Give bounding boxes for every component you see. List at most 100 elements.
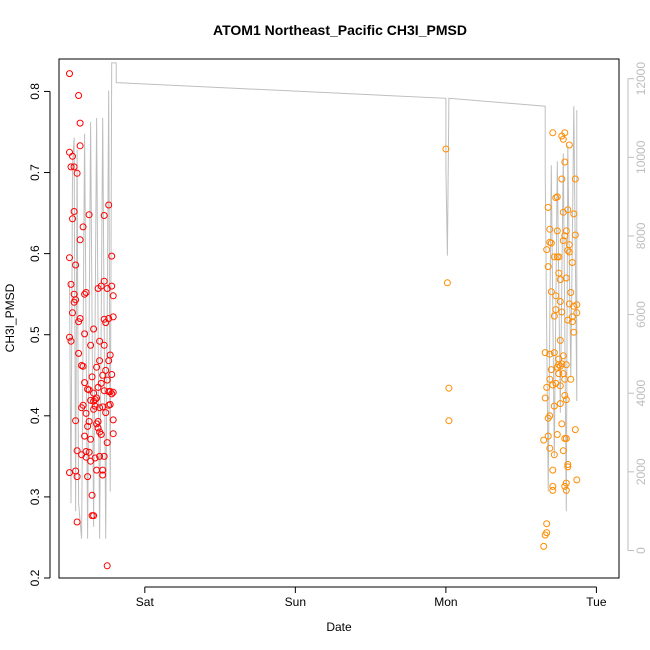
data-point-series1-96 xyxy=(103,376,111,384)
data-point-series1-48 xyxy=(85,386,93,394)
data-point-series2-31 xyxy=(550,253,558,261)
data-point-series1-79 xyxy=(97,282,105,290)
data-point-series1-54 xyxy=(87,457,95,465)
data-point-series1-20 xyxy=(73,447,81,455)
data-point-series2-91 xyxy=(567,375,575,383)
data-point-series2-6 xyxy=(541,349,549,357)
data-point-series2-23 xyxy=(547,239,555,247)
data-point-series1-28 xyxy=(76,236,84,244)
data-point-series1-55 xyxy=(88,373,96,381)
data-point-series2-4 xyxy=(540,436,548,444)
data-point-series2-80 xyxy=(562,486,570,494)
data-point-series2-16 xyxy=(544,432,552,440)
data-point-series1-34 xyxy=(79,362,87,370)
data-point-series2-33 xyxy=(550,349,558,357)
data-point-series2-28 xyxy=(549,466,557,474)
data-point-series1-112 xyxy=(109,313,117,321)
data-point-series1-97 xyxy=(103,439,111,447)
data-point-series2-99 xyxy=(571,231,579,239)
data-point-series1-45 xyxy=(84,422,92,430)
data-point-series1-7 xyxy=(67,337,75,345)
data-point-series2-57 xyxy=(558,175,566,183)
data-point-series2-66 xyxy=(559,447,567,455)
data-point-series1-24 xyxy=(75,318,83,326)
data-point-series1-58 xyxy=(90,325,98,333)
data-point-series1-25 xyxy=(75,349,83,357)
x-tick-label-1: Sun xyxy=(285,595,306,609)
data-point-series1-19 xyxy=(73,169,81,177)
data-point-series1-26 xyxy=(76,119,84,127)
altitude-line xyxy=(69,62,578,539)
data-point-series2-1 xyxy=(443,279,451,287)
data-point-series1-5 xyxy=(67,163,75,171)
data-point-series1-86 xyxy=(100,212,108,219)
data-point-series2-95 xyxy=(570,210,578,218)
data-point-series2-88 xyxy=(565,248,573,256)
data-point-series2-26 xyxy=(549,129,557,137)
data-point-series2-79 xyxy=(562,479,570,487)
data-point-series1-109 xyxy=(108,371,116,378)
x-tick-label-0: Sat xyxy=(136,595,155,609)
data-point-series2-75 xyxy=(562,274,570,282)
data-point-series2-10 xyxy=(543,383,551,391)
data-point-series2-29 xyxy=(549,482,557,490)
left-tick-label-1: 0.3 xyxy=(28,488,42,505)
data-point-series1-81 xyxy=(97,431,105,438)
data-point-series1-80 xyxy=(97,379,105,387)
data-point-series1-94 xyxy=(102,409,110,417)
x-tick-label-2: Mon xyxy=(434,595,457,609)
data-point-series2-69 xyxy=(561,232,569,240)
y-axis-label: CH3I_PMSD xyxy=(3,283,17,352)
data-point-series2-67 xyxy=(561,129,569,137)
right-tick-label-3: 6000 xyxy=(634,301,648,328)
data-point-series2-81 xyxy=(564,206,572,214)
points-layer xyxy=(66,70,581,570)
data-point-series2-3 xyxy=(445,417,453,425)
data-point-series1-64 xyxy=(91,402,99,410)
data-point-series2-92 xyxy=(568,259,576,266)
data-point-series2-55 xyxy=(556,400,564,408)
data-point-series1-38 xyxy=(81,379,89,387)
data-point-series2-102 xyxy=(573,309,581,317)
data-point-series1-36 xyxy=(81,290,89,298)
left-tick-label-5: 0.7 xyxy=(28,164,42,181)
data-point-series1-21 xyxy=(73,473,81,481)
data-point-series1-22 xyxy=(73,518,81,526)
data-point-series2-21 xyxy=(546,412,554,420)
data-point-series1-91 xyxy=(100,452,108,460)
data-point-series1-53 xyxy=(87,435,95,443)
data-point-series2-93 xyxy=(568,313,576,321)
data-point-series1-67 xyxy=(93,394,101,402)
data-point-series1-100 xyxy=(105,315,113,322)
plot-frame xyxy=(58,58,620,579)
data-point-series1-75 xyxy=(96,357,104,365)
x-axis: Sat Sun Mon Tue xyxy=(136,586,607,609)
data-point-series2-11 xyxy=(543,520,551,528)
data-point-series1-46 xyxy=(84,473,92,481)
left-tick-label-4: 0.6 xyxy=(28,245,42,262)
data-point-series2-49 xyxy=(555,370,563,378)
left-tick-label-2: 0.4 xyxy=(28,407,42,424)
data-point-series1-93 xyxy=(102,366,110,374)
data-point-series1-113 xyxy=(109,388,117,396)
right-tick-label-6: 12000 xyxy=(634,62,648,96)
left-y-axis: 0.2 0.3 0.4 0.5 0.6 0.7 0.8 xyxy=(28,83,51,586)
right-tick-label-2: 4000 xyxy=(634,380,648,407)
data-point-series1-3 xyxy=(66,333,73,341)
data-point-series2-12 xyxy=(543,529,551,537)
data-point-series1-15 xyxy=(72,261,80,269)
data-point-series2-63 xyxy=(559,237,567,245)
data-point-series2-22 xyxy=(546,444,554,452)
x-tick-label-3: Tue xyxy=(586,595,607,609)
data-point-series2-25 xyxy=(547,366,555,374)
data-point-series2-40 xyxy=(553,193,561,201)
data-point-series2-61 xyxy=(559,135,567,143)
data-point-series2-45 xyxy=(555,253,563,261)
data-point-series1-82 xyxy=(99,371,107,379)
data-point-series2-9 xyxy=(543,246,551,254)
data-point-series1-43 xyxy=(82,453,90,461)
data-point-series1-6 xyxy=(67,280,75,288)
data-point-series2-46 xyxy=(555,269,563,277)
data-point-series1-99 xyxy=(105,201,113,209)
